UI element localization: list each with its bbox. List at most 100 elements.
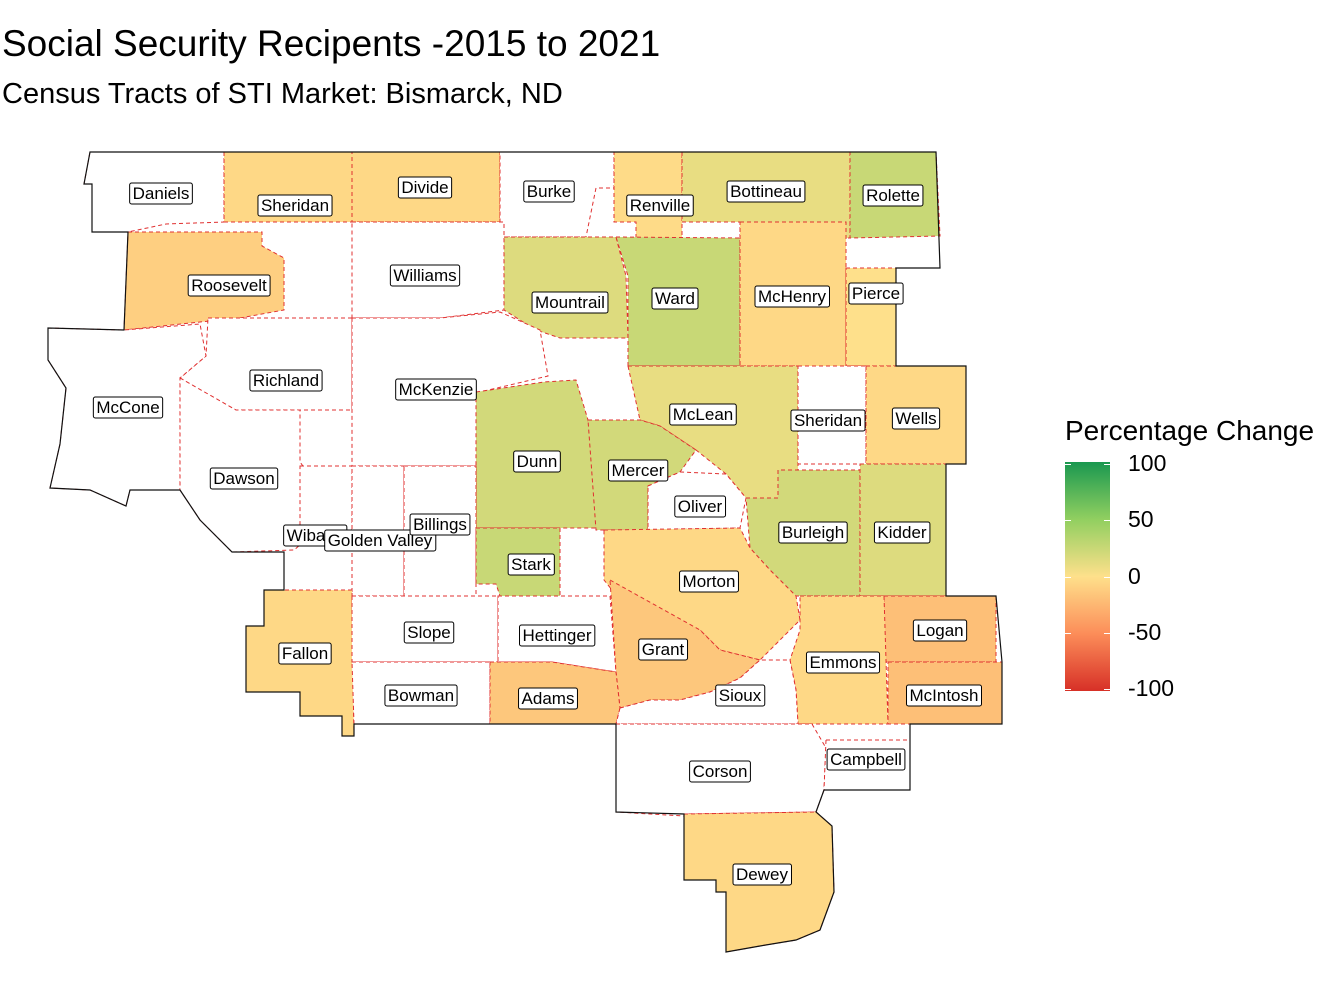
- county-sioux[interactable]: [615, 659, 799, 725]
- county-label-billings: Billings: [409, 513, 471, 536]
- svg-text:McHenry: McHenry: [758, 287, 827, 306]
- svg-text:Sheridan: Sheridan: [794, 411, 862, 430]
- county-label-dawson: Dawson: [209, 467, 279, 490]
- svg-text:Williams: Williams: [393, 266, 456, 285]
- svg-text:Hettinger: Hettinger: [523, 626, 592, 645]
- svg-text:McKenzie: McKenzie: [399, 380, 474, 399]
- svg-text:Sheridan: Sheridan: [261, 196, 329, 215]
- county-label-fallon: Fallon: [278, 642, 332, 665]
- county-label-burke: Burke: [523, 180, 575, 203]
- county-label-dunn: Dunn: [513, 450, 561, 473]
- svg-text:Slope: Slope: [407, 623, 450, 642]
- svg-text:Fallon: Fallon: [282, 644, 328, 663]
- svg-text:Adams: Adams: [522, 689, 575, 708]
- legend-tick-mark: [1104, 464, 1110, 465]
- svg-text:Grant: Grant: [642, 640, 685, 659]
- svg-text:Mountrail: Mountrail: [535, 293, 605, 312]
- svg-text:Oliver: Oliver: [678, 497, 723, 516]
- svg-text:Burleigh: Burleigh: [782, 523, 844, 542]
- county-label-mercer: Mercer: [608, 459, 669, 482]
- county-label-mccone: McCone: [92, 396, 164, 419]
- legend-tick-mark: [1065, 689, 1071, 690]
- legend-tick-mark: [1104, 576, 1110, 578]
- svg-text:Sioux: Sioux: [719, 686, 762, 705]
- county-regions: [47, 151, 1003, 953]
- legend-tick-label: 0: [1128, 562, 1141, 589]
- svg-text:Billings: Billings: [413, 515, 467, 534]
- legend-tick-mark: [1065, 520, 1071, 522]
- svg-text:Dewey: Dewey: [736, 865, 788, 884]
- county-label-burleigh: Burleigh: [778, 521, 848, 544]
- map-subtitle: Census Tracts of STI Market: Bismarck, N…: [2, 78, 563, 110]
- svg-text:Richland: Richland: [253, 371, 319, 390]
- svg-text:Renville: Renville: [630, 196, 690, 215]
- county-label-stark: Stark: [507, 553, 555, 576]
- map-title: Social Security Recipents -2015 to 2021: [2, 23, 661, 64]
- county-label-mchenry: McHenry: [754, 285, 831, 308]
- svg-text:Kidder: Kidder: [877, 523, 926, 542]
- svg-text:Logan: Logan: [916, 621, 963, 640]
- county-label-bottineau: Bottineau: [726, 180, 806, 203]
- county-label-dewey: Dewey: [732, 863, 792, 886]
- legend-colorbar: [1065, 462, 1110, 691]
- svg-text:Divide: Divide: [401, 178, 448, 197]
- county-label-kidder: Kidder: [873, 521, 931, 544]
- county-label-hettinger: Hettinger: [519, 624, 596, 647]
- svg-text:Bowman: Bowman: [388, 686, 454, 705]
- county-label-mclean: McLean: [669, 403, 737, 426]
- svg-text:Rolette: Rolette: [866, 186, 920, 205]
- legend-tick-mark: [1104, 689, 1110, 690]
- county-label-oliver: Oliver: [674, 495, 727, 518]
- county-label-sheridan: Sheridan: [790, 409, 866, 432]
- svg-text:Roosevelt: Roosevelt: [191, 276, 267, 295]
- legend-tick-mark: [1065, 464, 1071, 465]
- svg-text:Wells: Wells: [895, 409, 936, 428]
- county-label-mckenzie: McKenzie: [395, 378, 477, 401]
- svg-text:Emmons: Emmons: [809, 653, 876, 672]
- svg-text:Dawson: Dawson: [213, 469, 274, 488]
- svg-text:Bottineau: Bottineau: [730, 182, 802, 201]
- legend-tick-mark: [1104, 520, 1110, 522]
- svg-text:Dunn: Dunn: [517, 452, 558, 471]
- svg-text:Campbell: Campbell: [830, 750, 902, 769]
- county-label-ward: Ward: [651, 287, 699, 310]
- county-label-mcintosh: McIntosh: [906, 684, 982, 707]
- county-label-emmons: Emmons: [805, 651, 881, 674]
- county-label-wells: Wells: [891, 407, 941, 430]
- svg-text:Golden Valley: Golden Valley: [328, 531, 433, 550]
- legend-tick-mark: [1065, 632, 1071, 634]
- svg-text:McIntosh: McIntosh: [910, 686, 979, 705]
- county-label-sioux: Sioux: [715, 684, 766, 707]
- county-label-corson: Corson: [689, 760, 751, 783]
- svg-text:McLean: McLean: [673, 405, 733, 424]
- county-label-rolette: Rolette: [862, 184, 924, 207]
- county-label-renville: Renville: [626, 194, 694, 217]
- county-label-divide: Divide: [397, 176, 453, 199]
- county-label-richland: Richland: [249, 369, 323, 392]
- legend-tick-label: -100: [1128, 675, 1175, 701]
- county-label-grant: Grant: [638, 638, 689, 661]
- svg-text:Ward: Ward: [655, 289, 695, 308]
- svg-text:Burke: Burke: [527, 182, 571, 201]
- legend-tick-label: 50: [1128, 506, 1154, 533]
- svg-text:Pierce: Pierce: [852, 284, 900, 303]
- county-label-sheridan: Sheridan: [257, 194, 333, 217]
- svg-text:Mercer: Mercer: [612, 461, 665, 480]
- county-label-slope: Slope: [403, 621, 455, 644]
- legend-tick-label: 100: [1128, 450, 1167, 476]
- county-label-roosevelt: Roosevelt: [187, 274, 271, 297]
- legend-tick-mark: [1065, 576, 1071, 578]
- legend-tick-label: -50: [1128, 618, 1162, 645]
- svg-text:McCone: McCone: [96, 398, 159, 417]
- legend-title: Percentage Change: [1065, 415, 1315, 446]
- county-labels: Daniels Sheridan Divide Burke Renville Bottin…: [92, 176, 982, 886]
- svg-text:Corson: Corson: [693, 762, 748, 781]
- county-label-logan: Logan: [912, 619, 968, 642]
- svg-text:Stark: Stark: [511, 555, 551, 574]
- svg-text:Morton: Morton: [683, 572, 736, 591]
- county-label-morton: Morton: [679, 570, 739, 593]
- svg-text:Daniels: Daniels: [133, 184, 190, 203]
- county-label-mountrail: Mountrail: [531, 291, 609, 314]
- county-label-golden-valley: Golden Valley: [324, 529, 437, 552]
